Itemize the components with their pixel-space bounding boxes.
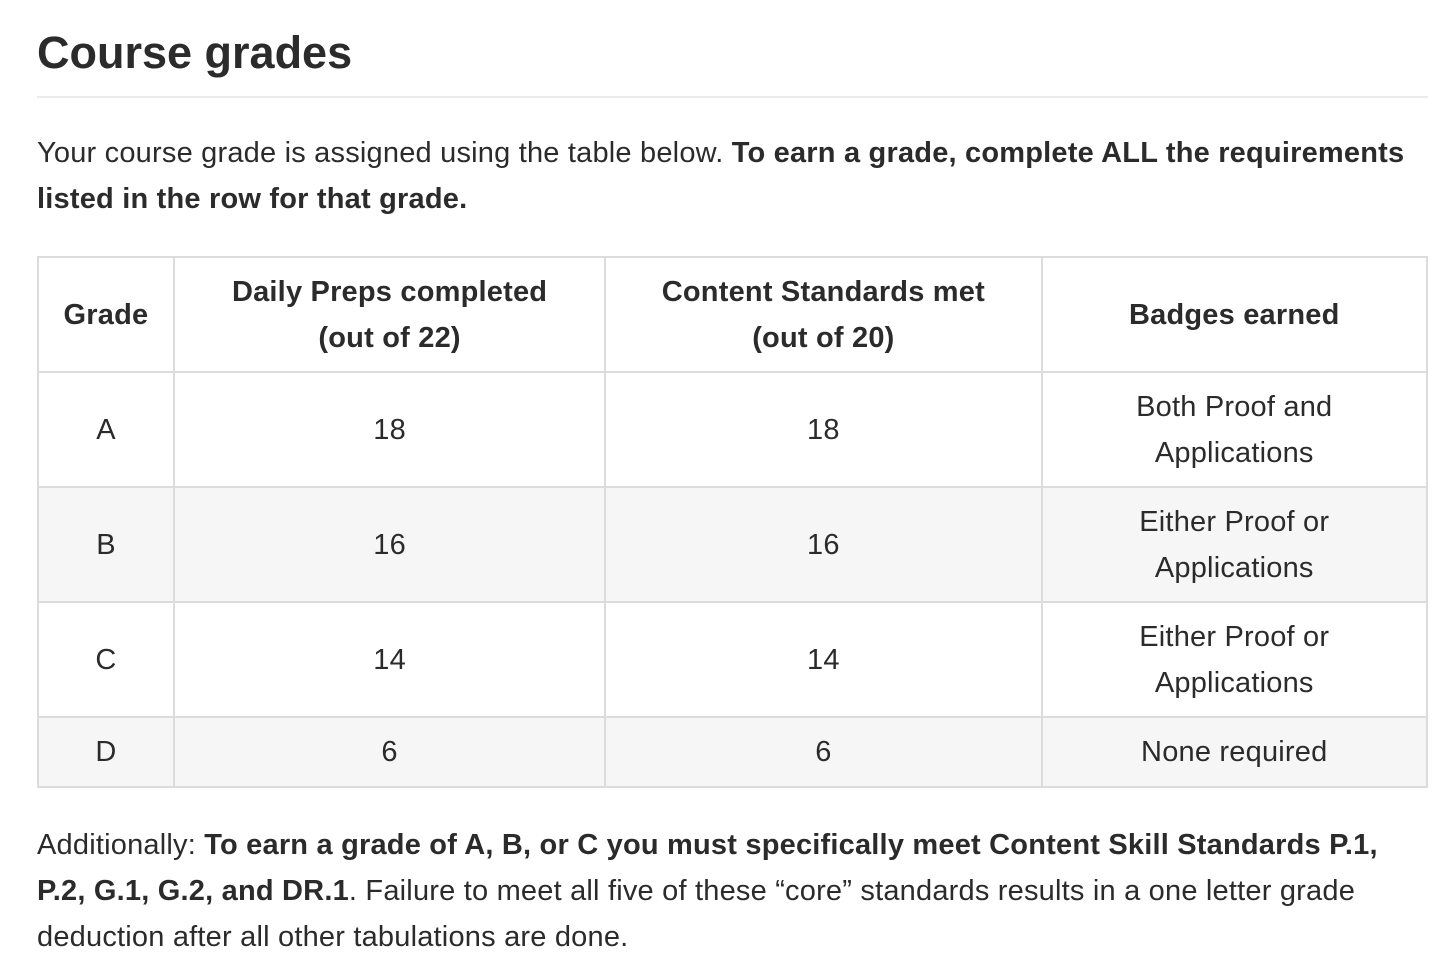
intro-emphasis: To earn a grade, complete ALL the requir… — [37, 137, 1405, 215]
cell-preps: 6 — [172, 716, 607, 788]
cell-grade: B — [37, 486, 175, 603]
header-daily-preps-line2: (out of 22) — [318, 321, 461, 354]
additional-requirements-note: Additionally: To earn a grade of A, B, o… — [37, 822, 1428, 960]
cell-standards: 6 — [604, 716, 1043, 788]
cell-preps: 14 — [172, 601, 607, 718]
cell-grade: C — [37, 601, 175, 718]
note-emphasis: To earn a grade of A, B, or C you must s… — [37, 829, 1378, 907]
cell-badges: Both Proof and Applications — [1040, 371, 1428, 488]
table-row-a: A 18 18 Both Proof and Applications — [37, 371, 1428, 488]
header-content-standards-line2: (out of 20) — [752, 321, 895, 354]
grade-requirements-table: Grade Daily Preps completed (out of 22) … — [37, 256, 1428, 788]
header-content-standards: Content Standards met (out of 20) — [604, 256, 1043, 373]
cell-badges-line1: Either Proof or — [1139, 505, 1330, 538]
cell-standards: 14 — [604, 601, 1043, 718]
header-daily-preps-line1: Daily Preps completed — [231, 275, 548, 308]
table-row-b: B 16 16 Either Proof or Applications — [37, 486, 1428, 603]
cell-standards: 18 — [604, 371, 1043, 488]
cell-preps: 16 — [172, 486, 607, 603]
table-row-d: D 6 6 None required — [37, 716, 1428, 788]
cell-badges: Either Proof or Applications — [1040, 601, 1428, 718]
header-grade: Grade — [37, 256, 175, 373]
intro-paragraph: Your course grade is assigned using the … — [37, 130, 1428, 222]
header-badges: Badges earned — [1040, 256, 1428, 373]
note-prefix: Additionally: — [37, 829, 205, 861]
header-daily-preps: Daily Preps completed (out of 22) — [172, 256, 607, 373]
note-suffix: . Failure to meet all five of these “cor… — [37, 875, 1356, 953]
header-content-standards-line1: Content Standards met — [661, 275, 985, 308]
cell-grade: D — [37, 716, 175, 788]
cell-badges: None required — [1040, 716, 1428, 788]
page-title: Course grades — [37, 22, 1428, 98]
cell-badges-line2: Applications — [1154, 436, 1314, 469]
cell-preps: 18 — [172, 371, 607, 488]
table-header-row: Grade Daily Preps completed (out of 22) … — [37, 256, 1428, 373]
cell-badges-line2: Applications — [1154, 666, 1314, 699]
cell-badges-line2: Applications — [1154, 551, 1314, 584]
cell-badges-line1: Both Proof and — [1136, 390, 1333, 423]
cell-grade: A — [37, 371, 175, 488]
cell-standards: 16 — [604, 486, 1043, 603]
cell-badges-line1: Either Proof or — [1139, 620, 1330, 653]
intro-text: Your course grade is assigned using the … — [37, 137, 732, 169]
table-row-c: C 14 14 Either Proof or Applications — [37, 601, 1428, 718]
cell-badges: Either Proof or Applications — [1040, 486, 1428, 603]
